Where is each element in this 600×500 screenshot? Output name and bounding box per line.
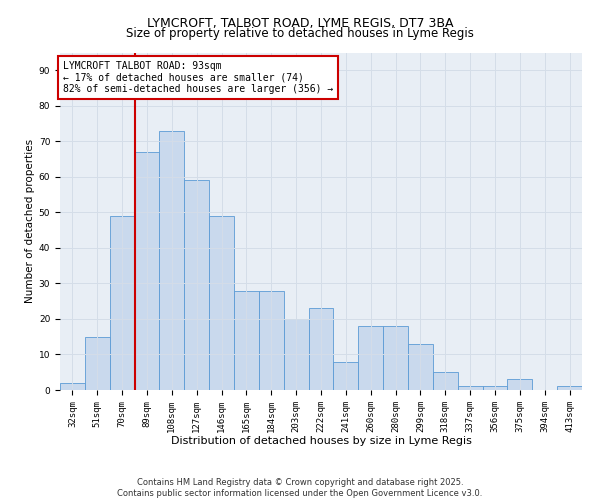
Bar — [358, 326, 383, 390]
Bar — [308, 308, 334, 390]
Text: LYMCROFT TALBOT ROAD: 93sqm
← 17% of detached houses are smaller (74)
82% of sem: LYMCROFT TALBOT ROAD: 93sqm ← 17% of det… — [62, 61, 333, 94]
Bar — [508, 380, 532, 390]
Bar — [184, 180, 209, 390]
Bar — [408, 344, 433, 390]
Text: Contains HM Land Registry data © Crown copyright and database right 2025.
Contai: Contains HM Land Registry data © Crown c… — [118, 478, 482, 498]
Bar — [134, 152, 160, 390]
Bar — [259, 290, 284, 390]
Bar — [557, 386, 582, 390]
Bar — [60, 383, 85, 390]
Text: Size of property relative to detached houses in Lyme Regis: Size of property relative to detached ho… — [126, 28, 474, 40]
Bar — [110, 216, 134, 390]
Y-axis label: Number of detached properties: Number of detached properties — [25, 139, 35, 304]
Bar — [334, 362, 358, 390]
Bar — [234, 290, 259, 390]
Bar — [433, 372, 458, 390]
Bar — [209, 216, 234, 390]
Bar — [383, 326, 408, 390]
Bar — [160, 130, 184, 390]
X-axis label: Distribution of detached houses by size in Lyme Regis: Distribution of detached houses by size … — [170, 436, 472, 446]
Bar — [85, 336, 110, 390]
Text: LYMCROFT, TALBOT ROAD, LYME REGIS, DT7 3BA: LYMCROFT, TALBOT ROAD, LYME REGIS, DT7 3… — [147, 18, 453, 30]
Bar — [482, 386, 508, 390]
Bar — [284, 319, 308, 390]
Bar — [458, 386, 482, 390]
